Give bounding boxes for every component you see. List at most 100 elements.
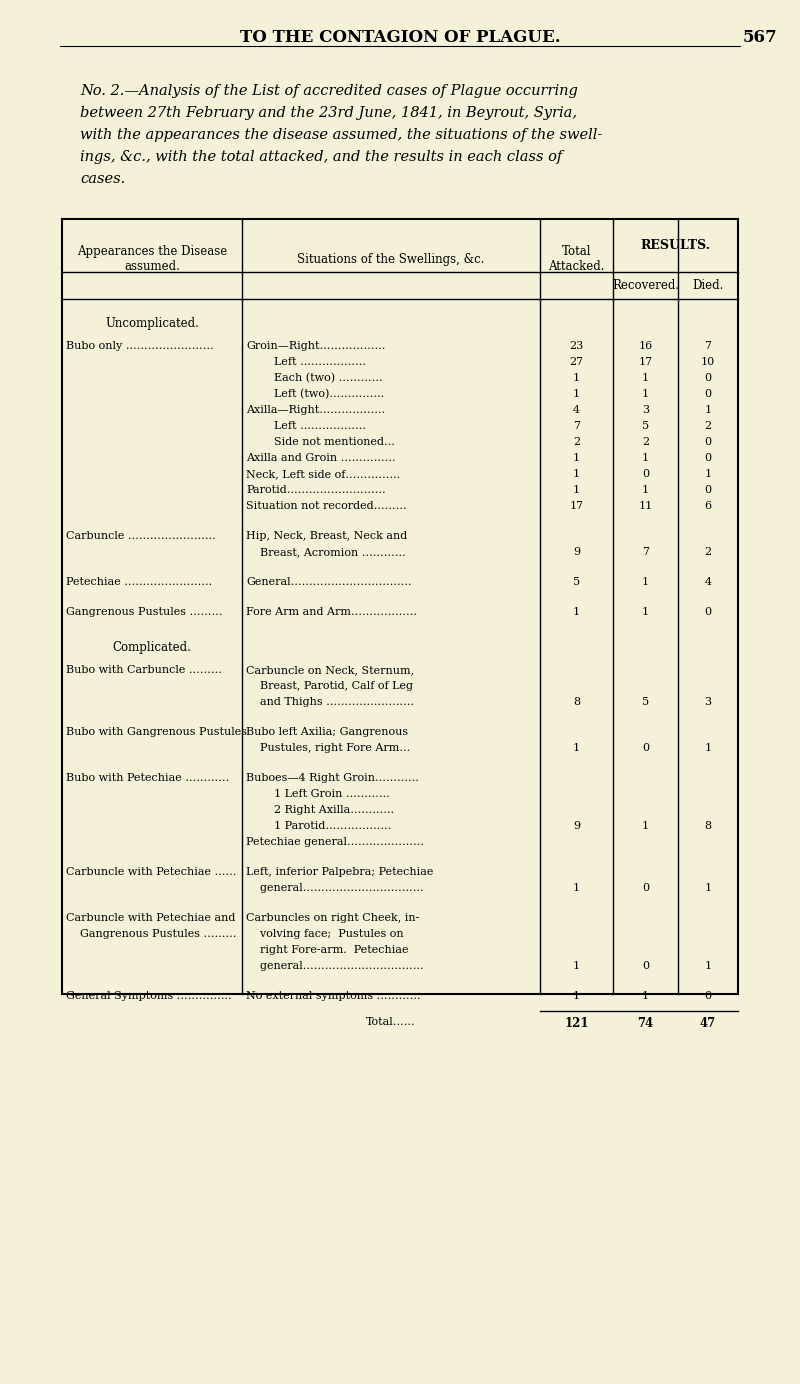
Text: Breast, Parotid, Calf of Leg: Breast, Parotid, Calf of Leg (246, 681, 413, 691)
Text: 1: 1 (573, 374, 580, 383)
Text: Bubo with Petechiae …………: Bubo with Petechiae ………… (66, 774, 230, 783)
Text: Hip, Neck, Breast, Neck and: Hip, Neck, Breast, Neck and (246, 531, 407, 541)
Text: 121: 121 (564, 1017, 589, 1030)
Text: 1: 1 (705, 469, 711, 479)
Text: Left, inferior Palpebra; Petechiae: Left, inferior Palpebra; Petechiae (246, 866, 434, 877)
Text: 1: 1 (573, 960, 580, 972)
Text: 23: 23 (570, 340, 584, 352)
Text: Total……: Total…… (366, 1017, 416, 1027)
Text: with the appearances the disease assumed, the situations of the swell-: with the appearances the disease assumed… (80, 127, 602, 143)
Text: 0: 0 (642, 883, 649, 893)
Text: General Symptoms ……………: General Symptoms …………… (66, 991, 232, 1001)
Text: 2 Right Axilla…………: 2 Right Axilla………… (246, 805, 394, 815)
Text: Axilla and Groin ……………: Axilla and Groin …………… (246, 453, 396, 464)
Text: 3: 3 (705, 698, 711, 707)
Text: Situations of the Swellings, &c.: Situations of the Swellings, &c. (298, 252, 485, 266)
Text: 1: 1 (573, 484, 580, 495)
Text: RESULTS.: RESULTS. (641, 239, 710, 252)
Text: General……………………………: General…………………………… (246, 577, 412, 587)
Text: Side not mentioned…: Side not mentioned… (246, 437, 395, 447)
Text: 2: 2 (573, 437, 580, 447)
Text: Bubo with Gangrenous Pustules: Bubo with Gangrenous Pustules (66, 727, 247, 738)
Text: 0: 0 (705, 484, 711, 495)
Text: 1: 1 (642, 374, 649, 383)
Text: 1: 1 (573, 389, 580, 399)
Text: 1: 1 (705, 743, 711, 753)
Text: 1: 1 (642, 608, 649, 617)
Text: Bubo only ……………………: Bubo only …………………… (66, 340, 214, 352)
Text: and Thighs ……………………: and Thighs …………………… (246, 698, 414, 707)
Text: Died.: Died. (692, 280, 724, 292)
Text: Left (two)……………: Left (two)…………… (246, 389, 384, 400)
Text: 0: 0 (705, 374, 711, 383)
Text: Buboes—4 Right Groin…………: Buboes—4 Right Groin………… (246, 774, 419, 783)
Text: Carbuncle on Neck, Sternum,: Carbuncle on Neck, Sternum, (246, 664, 414, 675)
Text: Left ………………: Left ……………… (246, 357, 366, 367)
Text: 1: 1 (705, 406, 711, 415)
Text: 1 Parotid………………: 1 Parotid……………… (246, 821, 391, 830)
Text: between 27th February and the 23rd June, 1841, in Beyrout, Syria,: between 27th February and the 23rd June,… (80, 107, 577, 120)
Text: 5: 5 (573, 577, 580, 587)
Text: 1: 1 (573, 743, 580, 753)
Text: 9: 9 (573, 547, 580, 556)
Text: Petechiae ……………………: Petechiae …………………… (66, 577, 212, 587)
Text: 1: 1 (642, 821, 649, 830)
Text: 7: 7 (642, 547, 649, 556)
Text: 1: 1 (705, 960, 711, 972)
Text: 9: 9 (573, 821, 580, 830)
Text: 16: 16 (638, 340, 653, 352)
Text: 0: 0 (705, 389, 711, 399)
Text: 1 Left Groin …………: 1 Left Groin ………… (246, 789, 390, 799)
Text: 1: 1 (573, 991, 580, 1001)
Text: No. 2.—Analysis of the List of accredited cases of Plague occurring: No. 2.—Analysis of the List of accredite… (80, 84, 578, 98)
Text: 4: 4 (573, 406, 580, 415)
Text: Situation not recorded………: Situation not recorded……… (246, 501, 406, 511)
Text: 1: 1 (642, 389, 649, 399)
Text: 1: 1 (642, 577, 649, 587)
Text: Gangrenous Pustules ………: Gangrenous Pustules ……… (66, 608, 222, 617)
Text: Bubo with Carbuncle ………: Bubo with Carbuncle ……… (66, 664, 222, 675)
Text: 1: 1 (705, 883, 711, 893)
Text: volving face;  Pustules on: volving face; Pustules on (246, 929, 404, 938)
Text: Left ………………: Left ……………… (246, 421, 366, 430)
Text: TO THE CONTAGION OF PLAGUE.: TO THE CONTAGION OF PLAGUE. (240, 29, 560, 46)
Text: 1: 1 (642, 484, 649, 495)
Text: Gangrenous Pustules ………: Gangrenous Pustules ……… (66, 929, 237, 938)
Text: 8: 8 (573, 698, 580, 707)
Text: 17: 17 (570, 501, 583, 511)
Text: 1: 1 (642, 453, 649, 464)
Text: 7: 7 (573, 421, 580, 430)
Text: Uncomplicated.: Uncomplicated. (105, 317, 199, 329)
Text: Breast, Acromion …………: Breast, Acromion ………… (246, 547, 406, 556)
Text: 27: 27 (570, 357, 583, 367)
Text: 1: 1 (642, 991, 649, 1001)
Text: general……………………………: general…………………………… (246, 960, 424, 972)
Text: 1: 1 (573, 469, 580, 479)
Text: No external symptoms …………: No external symptoms ………… (246, 991, 421, 1001)
Text: right Fore-arm.  Petechiae: right Fore-arm. Petechiae (246, 945, 409, 955)
Text: 0: 0 (642, 743, 649, 753)
Text: cases.: cases. (80, 172, 126, 185)
Text: 0: 0 (642, 469, 649, 479)
Text: 5: 5 (642, 698, 649, 707)
Text: 10: 10 (701, 357, 715, 367)
Text: 2: 2 (705, 547, 711, 556)
Text: 0: 0 (705, 991, 711, 1001)
Text: Groin—Right………………: Groin—Right……………… (246, 340, 386, 352)
Text: Complicated.: Complicated. (113, 641, 191, 655)
Text: 17: 17 (638, 357, 653, 367)
Text: ings, &c., with the total attacked, and the results in each class of: ings, &c., with the total attacked, and … (80, 149, 562, 163)
Text: Carbuncle with Petechiae and: Carbuncle with Petechiae and (66, 913, 235, 923)
Text: 47: 47 (700, 1017, 716, 1030)
Text: general……………………………: general…………………………… (246, 883, 424, 893)
Text: Pustules, right Fore Arm…: Pustules, right Fore Arm… (246, 743, 410, 753)
Text: 74: 74 (638, 1017, 654, 1030)
Text: Parotid………………………: Parotid……………………… (246, 484, 386, 495)
Text: 0: 0 (705, 437, 711, 447)
Text: Recovered.: Recovered. (612, 280, 679, 292)
Text: 5: 5 (642, 421, 649, 430)
Text: Carbuncle with Petechiae ……: Carbuncle with Petechiae …… (66, 866, 237, 877)
Text: Total
Attacked.: Total Attacked. (548, 245, 605, 273)
Text: Axilla—Right………………: Axilla—Right……………… (246, 406, 386, 415)
Text: Fore Arm and Arm………………: Fore Arm and Arm……………… (246, 608, 417, 617)
